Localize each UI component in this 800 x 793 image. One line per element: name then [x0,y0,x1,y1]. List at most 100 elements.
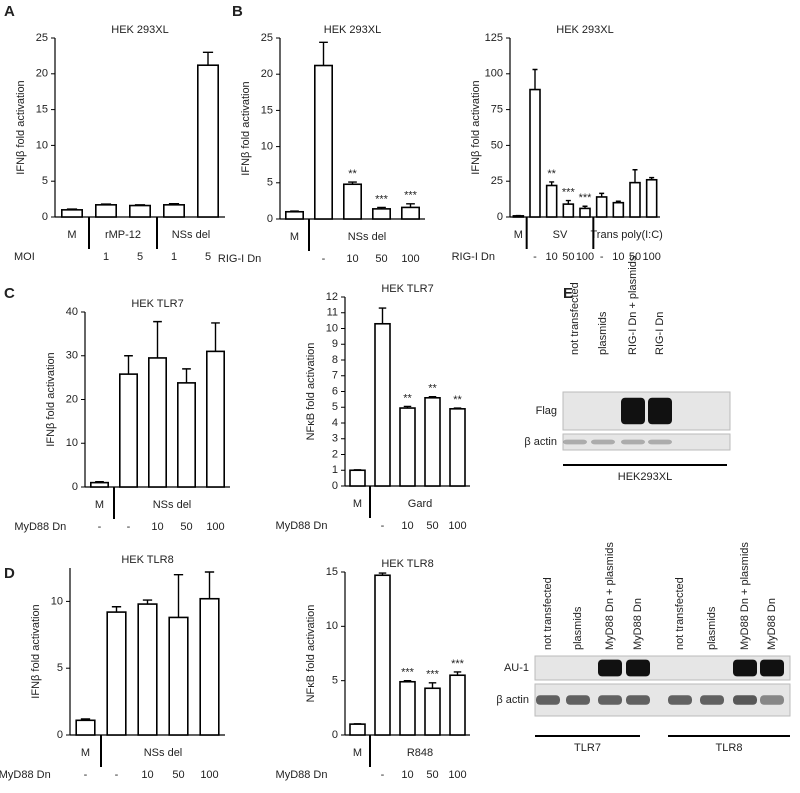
x-tick-label: 50 [375,253,387,265]
x-tick-label: - [127,521,131,533]
y-tick-label: 20 [261,68,273,80]
lane-label: MyD88 Dn [766,598,778,650]
y-tick-label: 10 [66,437,78,449]
bar [562,203,575,218]
bar [95,204,118,218]
bar [342,183,362,220]
error-bar [173,573,184,618]
y-tick-label: 50 [491,139,503,151]
group-label: M [67,229,76,241]
group-label: TLR7 [574,742,601,754]
significance: *** [401,667,415,679]
error-bar [378,307,387,324]
y-tick-label: 0 [497,211,503,223]
bar [424,687,441,736]
x-tick-label: 1 [103,251,109,263]
lane-label: MyD88 Dn [632,598,644,650]
row-label: RIG-I Dn [452,251,495,263]
bar [449,674,466,736]
bar [199,597,220,736]
bar [60,209,83,218]
error-bar [202,51,214,66]
error-bar [319,41,328,66]
row-label: RIG-I Dn [218,253,261,265]
panel-label: C [4,285,15,302]
y-tick-label: 1 [332,464,338,476]
chart-title: HEK 293XL [324,24,381,36]
error-bar [532,68,538,90]
group-label: Trans poly(I:C) [591,229,663,241]
bar [449,408,466,487]
y-tick-label: 6 [332,385,338,397]
x-tick-label: 100 [448,769,466,781]
bar [374,574,391,736]
bar [349,469,366,487]
chart-title: HEK TLR7 [131,298,183,310]
error-bar [649,176,655,180]
y-axis-label: IFNβ fold activation [15,80,27,174]
chart-title: HEK TLR8 [121,554,173,566]
chart-title: HEK TLR8 [381,558,433,570]
bar [545,184,558,218]
bar [629,181,641,218]
significance: *** [426,669,440,681]
y-tick-label: 4 [332,417,338,429]
y-tick-label: 75 [491,104,503,116]
x-tick-label: - [381,520,385,532]
y-tick-label: 0 [332,480,338,492]
significance: ** [453,394,462,406]
x-tick-label: 5 [137,251,143,263]
row-label: MyD88 Dn [276,769,328,781]
y-tick-label: 25 [261,32,273,44]
significance: *** [404,190,418,202]
bar [137,603,158,736]
x-tick-label: 10 [346,253,358,265]
group-label: SV [553,229,568,241]
group-label: M [81,747,90,759]
band [760,695,784,705]
chart-title: HEK 293XL [556,24,613,36]
bar [168,616,189,736]
y-axis-label: IFNβ fold activation [45,352,57,446]
error-bar [549,181,555,186]
error-bar [290,210,299,212]
y-tick-label: 25 [36,32,48,44]
row-label: β actin [524,436,557,448]
error-bar [204,571,215,599]
y-tick-label: 10 [261,141,273,153]
group-label: M [514,229,523,241]
significance: *** [562,186,576,198]
x-tick-label: - [98,521,102,533]
y-tick-label: 25 [491,175,503,187]
band [668,695,692,705]
row-label: MOI [14,251,35,263]
lane-label: not transfected [674,577,686,650]
y-tick-label: 10 [51,595,63,607]
y-tick-label: 12 [326,291,338,303]
band [700,695,724,705]
bar [119,373,139,488]
error-bar [134,204,146,206]
error-bar [428,682,437,689]
band [648,397,672,425]
y-tick-label: 2 [332,448,338,460]
group-label: M [353,498,362,510]
bar [197,64,220,218]
lane-label: plasmids [597,311,609,355]
bar [374,322,391,487]
y-tick-label: 5 [57,662,63,674]
error-bar [80,718,91,721]
y-tick-label: 5 [42,175,48,187]
y-tick-label: 30 [66,350,78,362]
x-tick-label: 10 [141,769,153,781]
y-tick-label: 40 [66,306,78,318]
blot-row [562,391,731,431]
bar [645,178,658,218]
lane-label: MyD88 Dn + plasmids [604,542,616,650]
band [648,439,672,445]
bar [349,723,366,736]
bar [399,407,416,487]
row-label: Flag [536,405,557,417]
bar [148,357,168,488]
error-bar [111,606,122,613]
